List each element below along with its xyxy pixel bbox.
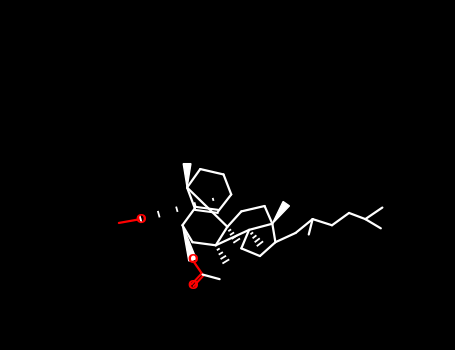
Polygon shape bbox=[183, 164, 191, 188]
Text: O: O bbox=[187, 279, 198, 292]
Text: O: O bbox=[135, 212, 146, 226]
Polygon shape bbox=[182, 225, 196, 261]
Text: O: O bbox=[187, 253, 198, 266]
Polygon shape bbox=[273, 202, 289, 224]
